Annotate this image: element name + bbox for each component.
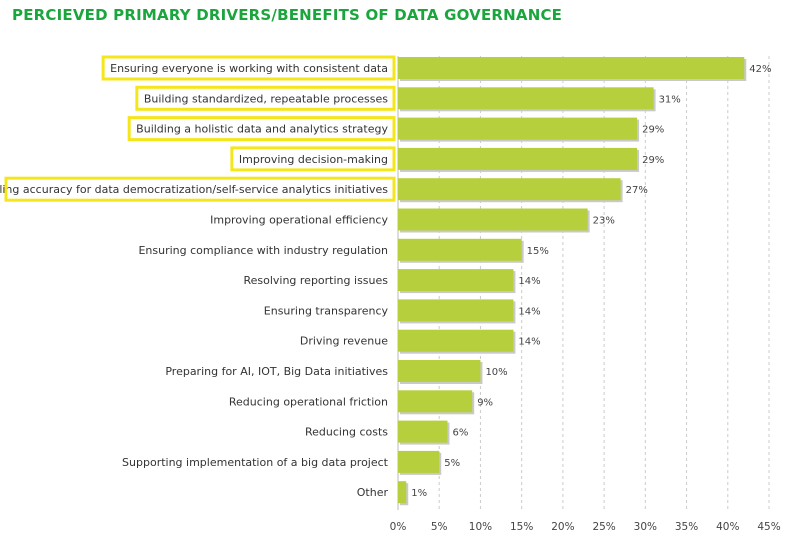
- value-label: 42%: [749, 64, 771, 75]
- bar: [398, 450, 440, 473]
- highlight-box: [101, 55, 396, 81]
- x-tick-label: 5%: [431, 521, 448, 533]
- value-label: 14%: [518, 306, 540, 317]
- category-label: Enabling accuracy for data democratizati…: [0, 183, 388, 196]
- value-label: 6%: [452, 428, 468, 439]
- category-label: Reducing costs: [305, 426, 388, 439]
- bar: [398, 420, 448, 443]
- highlight-box: [127, 116, 396, 142]
- chart-title: PERCIEVED PRIMARY DRIVERS/BENEFITS OF DA…: [12, 6, 563, 24]
- value-label: 31%: [659, 94, 681, 105]
- category-label: Building standardized, repeatable proces…: [144, 92, 388, 105]
- value-label: 15%: [527, 246, 549, 257]
- bar: [398, 238, 522, 261]
- bar: [398, 178, 621, 201]
- bar: [398, 208, 588, 231]
- category-label: Reducing operational friction: [229, 395, 388, 408]
- value-label: 9%: [477, 397, 493, 408]
- highlight-box: [230, 146, 396, 172]
- bar: [398, 269, 514, 292]
- value-label: 29%: [642, 125, 664, 136]
- value-label: 5%: [444, 458, 460, 469]
- category-label: Ensuring transparency: [264, 304, 389, 317]
- category-label: Ensuring everyone is working with consis…: [110, 62, 388, 75]
- category-label: Driving revenue: [300, 335, 388, 348]
- x-tick-label: 0%: [390, 521, 407, 533]
- highlight-box: [4, 176, 396, 202]
- x-tick-label: 30%: [634, 521, 657, 533]
- value-label: 14%: [518, 276, 540, 287]
- category-label: Resolving reporting issues: [243, 274, 388, 287]
- bar: [398, 117, 638, 140]
- bar: [398, 360, 481, 382]
- x-tick-label: 35%: [675, 521, 698, 533]
- bar: [398, 481, 407, 504]
- value-label: 1%: [411, 488, 427, 499]
- value-label: 10%: [485, 367, 507, 378]
- category-label: Ensuring compliance with industry regula…: [138, 244, 388, 257]
- value-label: 23%: [593, 216, 615, 227]
- x-tick-label: 20%: [551, 521, 574, 533]
- category-label: Preparing for AI, IOT, Big Data initiati…: [165, 365, 388, 378]
- value-label: 29%: [642, 155, 664, 166]
- x-tick-label: 45%: [757, 521, 780, 533]
- x-tick-label: 15%: [510, 521, 533, 533]
- x-tick-label: 25%: [592, 521, 615, 533]
- value-label: 27%: [626, 185, 648, 196]
- category-label: Other: [357, 486, 389, 499]
- bar: [398, 329, 514, 352]
- category-label: Improving operational efficiency: [210, 214, 388, 227]
- category-label: Supporting implementation of a big data …: [122, 456, 389, 469]
- bar: [398, 57, 745, 79]
- bar: [398, 147, 638, 170]
- x-tick-label: 10%: [469, 521, 492, 533]
- highlight-box: [135, 85, 396, 111]
- category-label: Improving decision-making: [239, 153, 388, 166]
- value-label: 14%: [518, 337, 540, 348]
- bar: [398, 390, 473, 413]
- bar: [398, 299, 514, 322]
- category-label: Building a holistic data and analytics s…: [136, 123, 388, 136]
- x-tick-label: 40%: [716, 521, 739, 533]
- bar: [398, 87, 654, 110]
